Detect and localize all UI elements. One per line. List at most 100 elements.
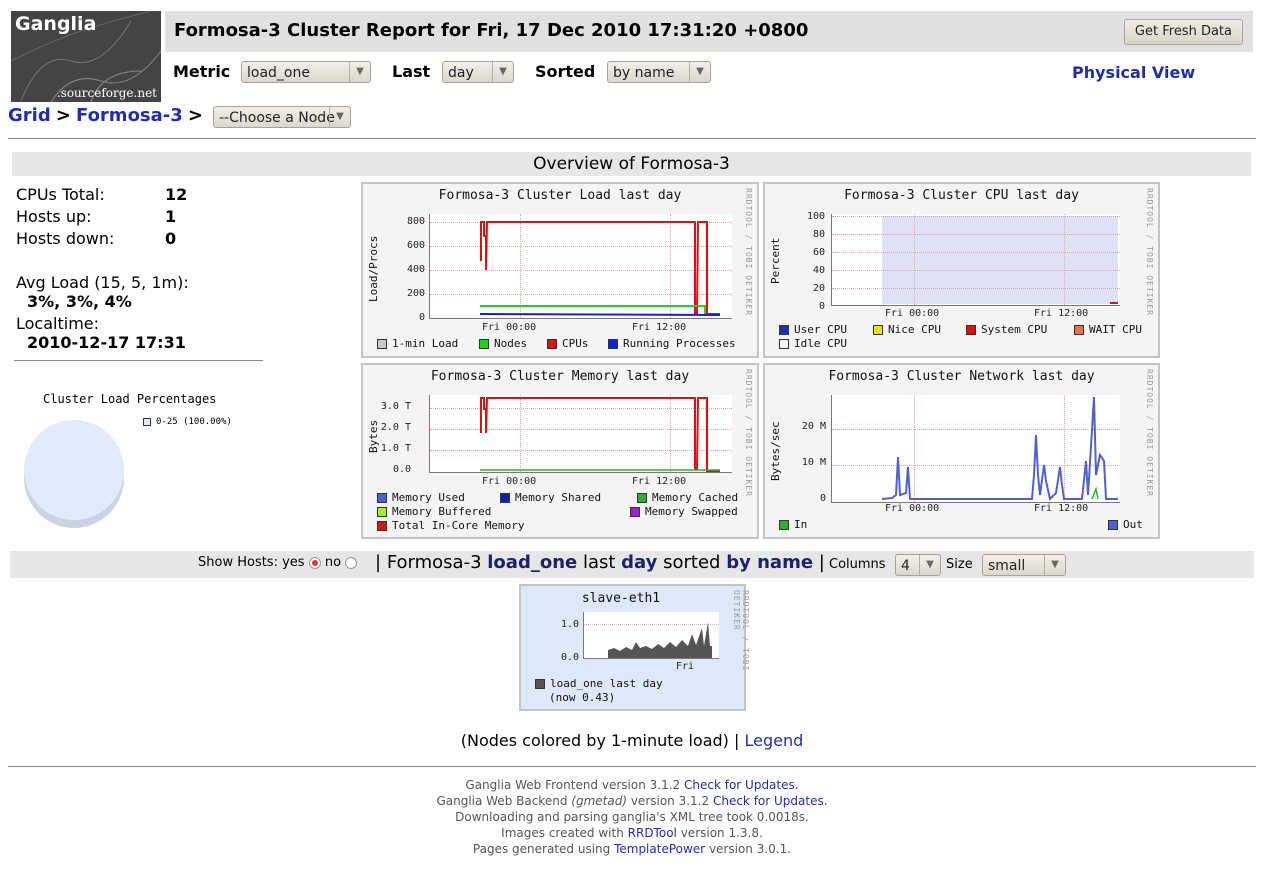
templatepower-link[interactable]: TemplatePower xyxy=(614,842,706,856)
nodes-note: (Nodes colored by 1-minute load) | Legen… xyxy=(0,731,1264,750)
metric-label: Metric xyxy=(173,62,231,81)
host-graph-title: slave-eth1 xyxy=(581,591,661,606)
legend-item: Running Processes xyxy=(608,337,736,350)
node-select[interactable]: --Choose a Node ▼ xyxy=(213,106,351,128)
avg-load-label: Avg Load (15, 5, 1m): xyxy=(16,273,189,292)
legend-link[interactable]: Legend xyxy=(744,731,804,750)
legend-swatch xyxy=(377,493,387,503)
footer-frontend-line: Ganglia Web Frontend version 3.1.2 Check… xyxy=(465,778,799,792)
network-lines xyxy=(881,396,1118,501)
hosts-summary: | Formosa-3 load_one last day sorted by … xyxy=(375,552,825,573)
metric-select[interactable]: load_one ▼ xyxy=(241,61,371,83)
physical-view-link[interactable]: Physical View xyxy=(1072,63,1196,82)
graph-title: Formosa-3 Cluster Memory last day xyxy=(430,369,690,384)
load-one-area xyxy=(608,622,712,658)
y-tick: 1.0 T xyxy=(380,443,411,454)
hosts-up-label: Hosts up: xyxy=(16,207,92,226)
logo-texture xyxy=(11,11,161,102)
pie-slice xyxy=(24,420,124,520)
divider xyxy=(14,360,263,361)
x-tick: Fri 12:00 xyxy=(632,476,687,487)
y-tick: 600 xyxy=(406,240,425,251)
y-tick: 400 xyxy=(406,264,425,275)
pipe-separator: | xyxy=(375,552,382,573)
y-tick: 40 xyxy=(812,265,825,276)
pie-legend-swatch xyxy=(143,417,151,426)
summary-metric: load_one xyxy=(487,552,578,573)
range-select-value: day xyxy=(448,65,474,81)
plot-area xyxy=(429,214,732,319)
legend-item: Memory Cached xyxy=(637,491,738,504)
graph-title: Formosa-3 Cluster Load last day xyxy=(438,188,682,203)
total-memory-series xyxy=(480,397,720,472)
breadcrumb-cluster-link[interactable]: Formosa-3 xyxy=(76,105,183,126)
avg-load-value: 3%, 3%, 4% xyxy=(27,292,132,311)
node-select-value: --Choose a Node xyxy=(219,110,335,126)
x-tick: Fri 12:00 xyxy=(632,322,687,333)
footer-backend-line: Ganglia Web Backend (gmetad) version 3.1… xyxy=(436,794,828,808)
legend-item: 1-min Load xyxy=(377,337,458,350)
sort-select[interactable]: by name ▼ xyxy=(607,61,711,83)
rrd-credit: RRDTOOL / TOBI OETIKER xyxy=(1145,188,1154,316)
show-hosts-yes-radio[interactable] xyxy=(308,556,321,569)
legend-swatch xyxy=(377,339,387,349)
size-label: Size xyxy=(946,557,973,572)
show-hosts-no-radio[interactable] xyxy=(345,556,358,569)
host-load-bars xyxy=(608,622,712,658)
y-tick: 10 M xyxy=(801,457,826,468)
legend-swatch xyxy=(377,507,387,517)
y-tick: 0 xyxy=(818,301,825,312)
network-graph[interactable]: Formosa-3 Cluster Network last day Bytes… xyxy=(763,363,1160,539)
y-tick: 200 xyxy=(406,288,425,299)
y-tick: 2.0 T xyxy=(380,422,411,433)
host-legend: load_one last day xyxy=(535,677,663,690)
y-axis-label: Load/Procs xyxy=(367,235,380,302)
footer-timing-line: Downloading and parsing ganglia's XML tr… xyxy=(455,810,809,824)
legend-swatch xyxy=(547,339,557,349)
plot-area xyxy=(583,612,719,659)
cpus-total-value: 12 xyxy=(165,185,188,204)
system-cpu-area xyxy=(1110,302,1118,304)
get-fresh-data-button[interactable]: Get Fresh Data xyxy=(1123,19,1243,45)
cpus-series xyxy=(480,221,720,315)
legend-item: CPUs xyxy=(547,337,589,350)
pie-title: Cluster Load Percentages xyxy=(43,392,217,406)
legend-item: Idle CPU xyxy=(779,337,847,350)
localtime-label: Localtime: xyxy=(16,314,100,333)
host-graph-slave-eth1[interactable]: slave-eth1 RRDTOOL / TOBI OETIKER 1.0 0.… xyxy=(519,584,750,711)
metric-select-value: load_one xyxy=(247,65,310,81)
chevron-down-icon: ▼ xyxy=(1044,555,1065,575)
size-select[interactable]: small ▼ xyxy=(982,554,1066,576)
x-tick: Fri 12:00 xyxy=(1034,503,1089,514)
rrdtool-link[interactable]: RRDTool xyxy=(627,826,677,840)
show-hosts-yes-label: yes xyxy=(282,555,305,570)
legend-item: System CPU xyxy=(966,323,1047,336)
breadcrumb-separator: > xyxy=(187,105,203,126)
y-axis-label: Bytes/sec xyxy=(769,421,782,481)
memory-graph[interactable]: Formosa-3 Cluster Memory last day Bytes … xyxy=(361,363,759,539)
load-graph[interactable]: Formosa-3 Cluster Load last day Load/Pro… xyxy=(361,182,759,358)
host-now-value: (now 0.43) xyxy=(549,691,616,704)
chevron-down-icon: ▼ xyxy=(329,107,350,127)
range-select[interactable]: day ▼ xyxy=(442,61,514,83)
y-axis-label: Percent xyxy=(769,237,782,284)
backend-update-link[interactable]: Check for Updates. xyxy=(712,794,828,808)
breadcrumb: Grid > Formosa-3 > xyxy=(8,105,203,126)
frontend-update-link[interactable]: Check for Updates. xyxy=(684,778,799,792)
legend-item: Nice CPU xyxy=(873,323,941,336)
hosts-bar: Show Hosts: yes no | Formosa-3 load_one … xyxy=(10,551,1254,578)
summary-cluster: Formosa-3 xyxy=(386,552,482,573)
rrd-credit: RRDTOOL / TOBI OETIKER xyxy=(744,369,753,497)
columns-select[interactable]: 4 ▼ xyxy=(895,554,941,576)
cpus-total-label: CPUs Total: xyxy=(16,185,105,204)
y-tick: 3.0 T xyxy=(380,401,411,412)
legend-swatch xyxy=(637,493,647,503)
breadcrumb-grid-link[interactable]: Grid xyxy=(8,105,51,126)
pipe-separator: | xyxy=(818,552,825,573)
divider xyxy=(8,138,1256,139)
ganglia-logo[interactable]: Ganglia .sourceforge.net xyxy=(11,11,161,102)
procs-series xyxy=(479,313,721,316)
rrd-credit: RRDTOOL / TOBI OETIKER xyxy=(732,590,750,672)
columns-label: Columns xyxy=(829,557,886,572)
cpu-graph[interactable]: Formosa-3 Cluster CPU last day Percent R… xyxy=(763,182,1160,358)
